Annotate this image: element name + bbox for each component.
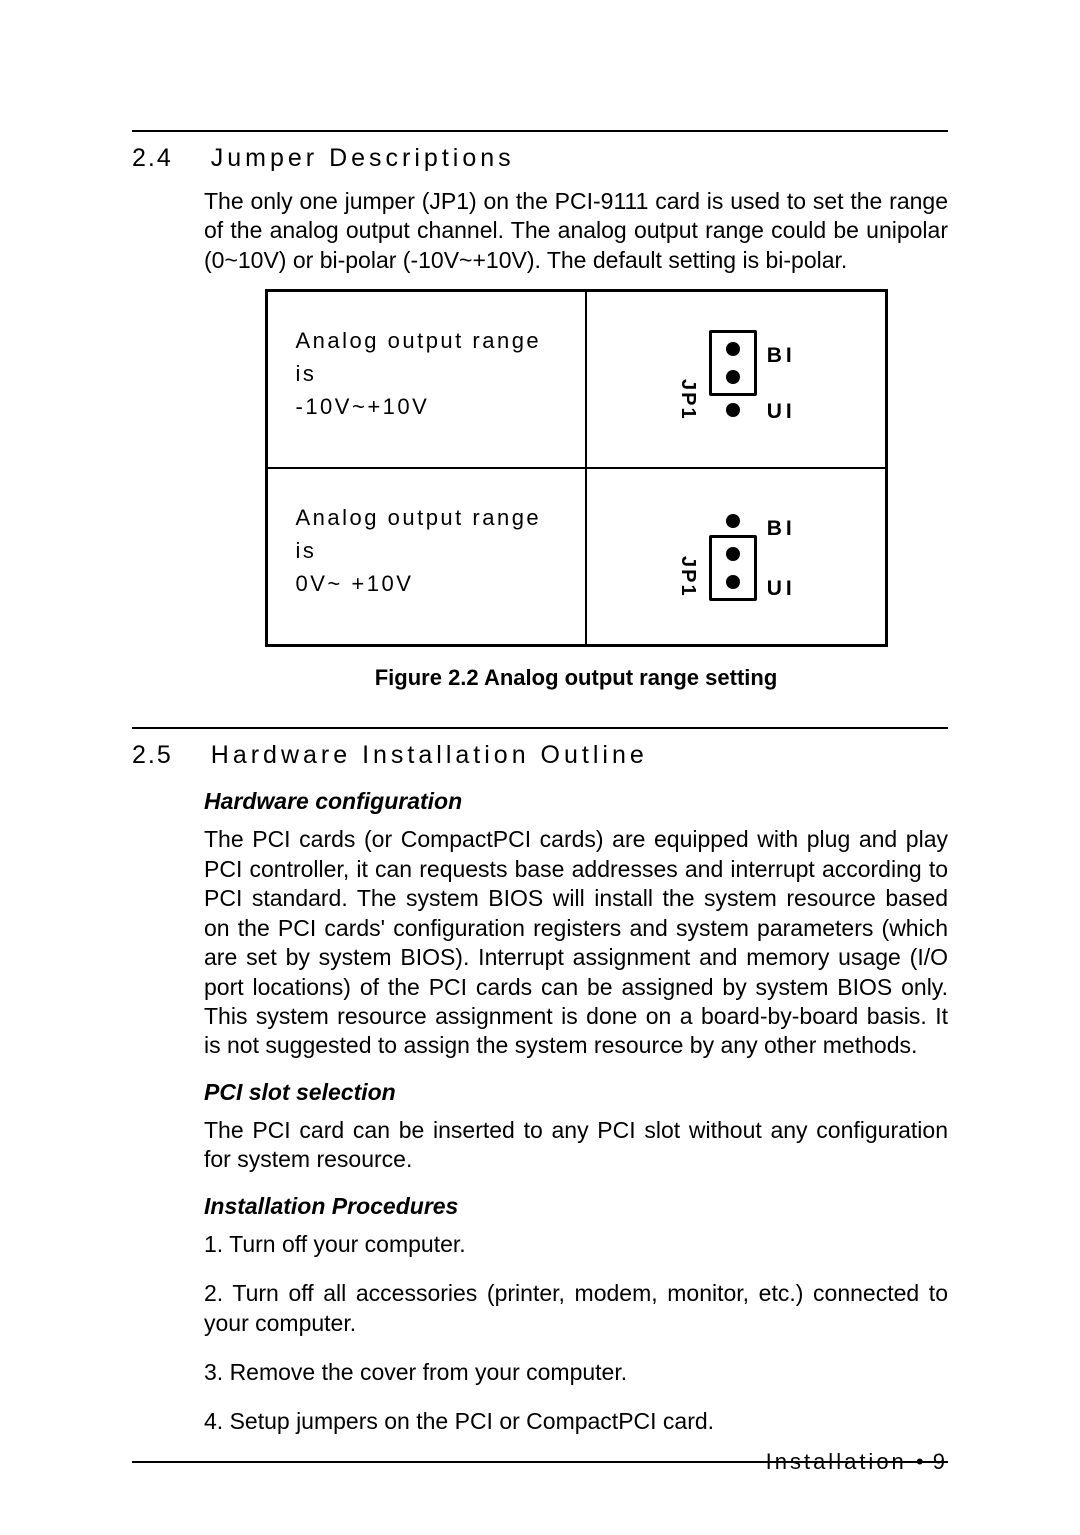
pin-dot-icon bbox=[726, 342, 740, 356]
pin-stack bbox=[709, 330, 757, 424]
pin-dot-icon bbox=[726, 370, 740, 384]
rule-top bbox=[132, 130, 948, 132]
list-item: 1. Turn off your computer. bbox=[204, 1230, 948, 1259]
subheading: PCI slot selection bbox=[204, 1079, 948, 1106]
pin-dot-icon bbox=[726, 403, 740, 417]
page-footer: Installation • 9 bbox=[766, 1449, 948, 1475]
jumper-table: Analog output range is -10V~+10V JP1 bbox=[265, 289, 888, 647]
pin-dot-icon bbox=[726, 514, 740, 528]
table-cell-desc: Analog output range is -10V~+10V bbox=[266, 291, 586, 469]
section-2-5-body: Hardware configuration The PCI cards (or… bbox=[204, 788, 948, 1437]
list-item: 3. Remove the cover from your computer. bbox=[204, 1358, 948, 1387]
label-bi: BI bbox=[767, 344, 796, 368]
subheading: Hardware configuration bbox=[204, 788, 948, 815]
footer-page: 9 bbox=[933, 1449, 948, 1474]
subheading: Installation Procedures bbox=[204, 1193, 948, 1220]
section-number: 2.5 bbox=[132, 741, 173, 770]
desc-line: -10V~+10V bbox=[296, 390, 562, 423]
table-row: Analog output range is 0V~ +10V JP1 bbox=[266, 468, 886, 646]
figure-caption: Figure 2.2 Analog output range setting bbox=[204, 665, 948, 691]
jumper-box bbox=[709, 535, 757, 601]
jp1-label: JP1 bbox=[676, 556, 699, 598]
jumper-box bbox=[709, 330, 757, 396]
footer-chapter: Installation bbox=[766, 1449, 907, 1474]
jumper-diagram-unipolar: JP1 BI UI bbox=[676, 507, 796, 601]
section-title: Hardware Installation Outline bbox=[211, 741, 648, 770]
section-number: 2.4 bbox=[132, 144, 173, 173]
section-title: Jumper Descriptions bbox=[211, 144, 515, 173]
table-row: Analog output range is -10V~+10V JP1 bbox=[266, 291, 886, 469]
section-2-5-heading: 2.5 Hardware Installation Outline bbox=[132, 741, 948, 770]
page: 2.4 Jumper Descriptions The only one jum… bbox=[0, 0, 1080, 1463]
pin-dot-icon bbox=[726, 547, 740, 561]
desc-line: Analog output range is bbox=[296, 501, 562, 567]
label-ui: UI bbox=[767, 400, 796, 424]
pin-labels: BI UI bbox=[767, 344, 796, 424]
para: The PCI card can be inserted to any PCI … bbox=[204, 1116, 948, 1175]
label-ui: UI bbox=[767, 577, 796, 601]
para: The only one jumper (JP1) on the PCI-911… bbox=[204, 187, 948, 275]
table-cell-desc: Analog output range is 0V~ +10V bbox=[266, 468, 586, 646]
jp1-label: JP1 bbox=[676, 379, 699, 421]
section-2-4-body: The only one jumper (JP1) on the PCI-911… bbox=[204, 187, 948, 691]
label-bi: BI bbox=[767, 517, 796, 541]
jumper-diagram-bipolar: JP1 BI UI bbox=[676, 330, 796, 424]
pin-stack bbox=[709, 507, 757, 601]
list-item: 2. Turn off all accessories (printer, mo… bbox=[204, 1279, 948, 1338]
section-2-4-heading: 2.4 Jumper Descriptions bbox=[132, 144, 948, 173]
table-cell-diagram: JP1 BI UI bbox=[586, 468, 886, 646]
bullet-icon: • bbox=[916, 1449, 924, 1474]
desc-line: Analog output range is bbox=[296, 324, 562, 390]
desc-line: 0V~ +10V bbox=[296, 567, 562, 600]
list-item: 4. Setup jumpers on the PCI or CompactPC… bbox=[204, 1407, 948, 1436]
pin-labels: BI UI bbox=[767, 517, 796, 601]
rule-mid bbox=[132, 727, 948, 729]
table-cell-diagram: JP1 BI UI bbox=[586, 291, 886, 469]
pin-dot-icon bbox=[726, 575, 740, 589]
para: The PCI cards (or CompactPCI cards) are … bbox=[204, 825, 948, 1061]
